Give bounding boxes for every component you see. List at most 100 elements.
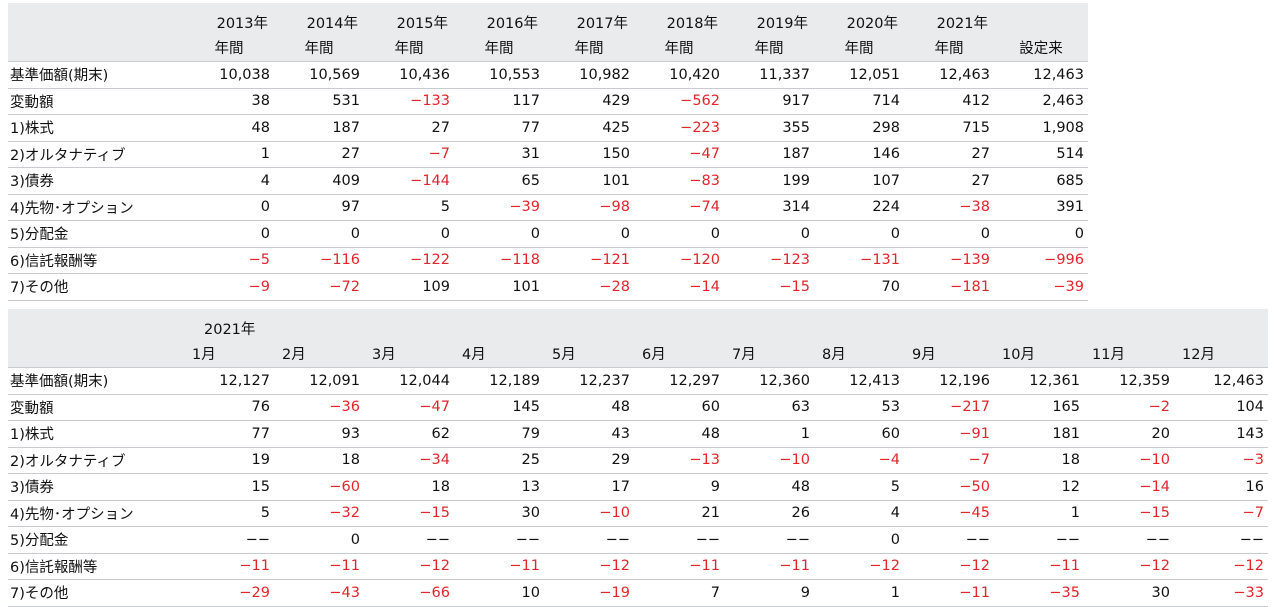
value-cell: 143 — [1174, 420, 1268, 448]
value-cell: 165 — [994, 394, 1084, 421]
value-cell: 60 — [634, 394, 724, 421]
value-cell: −15 — [364, 500, 454, 527]
value-cell: 10,436 — [364, 61, 454, 89]
value-cell: 12,237 — [544, 367, 634, 395]
value-cell: 26 — [724, 500, 814, 527]
annual-period-header: 年間 — [364, 34, 454, 62]
value-cell: −12 — [1174, 553, 1268, 580]
row-label: 変動額 — [8, 394, 184, 421]
row-label: 変動額 — [8, 88, 184, 115]
annual-period-header: 年間 — [544, 34, 634, 62]
value-cell: 27 — [904, 141, 994, 168]
monthly-year-header-row: 2021年 — [8, 309, 1268, 340]
value-cell: 146 — [814, 141, 904, 168]
value-cell: −14 — [634, 273, 724, 301]
value-cell: −19 — [544, 579, 634, 607]
value-cell: 12 — [994, 473, 1084, 501]
value-cell: −7 — [904, 447, 994, 474]
value-cell: −38 — [904, 194, 994, 221]
value-cell: −10 — [544, 500, 634, 527]
value-cell: 9 — [634, 473, 724, 501]
value-cell: −11 — [994, 553, 1084, 580]
value-cell: −217 — [904, 394, 994, 421]
annual-period-header: 年間 — [904, 34, 994, 62]
value-cell: −11 — [274, 553, 364, 580]
value-cell: −− — [634, 526, 724, 554]
value-cell: −− — [724, 526, 814, 554]
month-header: 1月 — [184, 340, 274, 368]
month-header: 9月 — [904, 340, 994, 368]
value-cell: 76 — [184, 394, 274, 421]
value-cell: 12,127 — [184, 367, 274, 395]
value-cell: −29 — [184, 579, 274, 607]
table-row: 5)分配金 0 0 0 0 0 0 0 0 0 0 — [8, 220, 1088, 248]
table-row: 1)株式 77 93 62 79 43 48 1 60 −91 181 20 143 — [8, 420, 1268, 448]
row-label: 4)先物･オプション — [8, 194, 184, 221]
value-cell: 12,463 — [994, 61, 1088, 89]
value-cell: −11 — [724, 553, 814, 580]
value-cell: −15 — [1084, 500, 1174, 527]
value-cell: 0 — [184, 194, 274, 221]
month-header: 5月 — [544, 340, 634, 368]
annual-table-body: 基準価額(期末) 10,038 10,569 10,436 10,553 10,982 10… — [8, 61, 1088, 301]
value-cell: 425 — [544, 114, 634, 142]
row-label: 2)オルタナティブ — [8, 141, 184, 168]
value-cell: 409 — [274, 167, 364, 195]
row-label: 1)株式 — [8, 114, 184, 142]
value-cell: −− — [1174, 526, 1268, 554]
value-cell: 101 — [544, 167, 634, 195]
value-cell: 1 — [994, 500, 1084, 527]
value-cell: 1,908 — [994, 114, 1088, 142]
annual-period-header: 設定来 — [994, 34, 1088, 62]
value-cell: −28 — [544, 273, 634, 301]
value-cell: −60 — [274, 473, 364, 501]
value-cell: 0 — [724, 220, 814, 248]
value-cell: 21 — [634, 500, 724, 527]
value-cell: −47 — [364, 394, 454, 421]
value-cell: 531 — [274, 88, 364, 115]
annual-period-header: 年間 — [724, 34, 814, 62]
value-cell: 0 — [544, 220, 634, 248]
row-label: 1)株式 — [8, 420, 184, 448]
row-label: 2)オルタナティブ — [8, 447, 184, 474]
value-cell: 101 — [454, 273, 544, 301]
value-cell: −32 — [274, 500, 364, 527]
value-cell: 18 — [364, 473, 454, 501]
value-cell: −36 — [274, 394, 364, 421]
value-cell: 0 — [184, 220, 274, 248]
value-cell: −562 — [634, 88, 724, 115]
value-cell: −66 — [364, 579, 454, 607]
annual-year-header — [994, 3, 1088, 34]
month-header: 2月 — [274, 340, 364, 368]
value-cell: −− — [364, 526, 454, 554]
row-label: 6)信託報酬等 — [8, 247, 184, 274]
value-cell: −91 — [904, 420, 994, 448]
row-label: 基準価額(期末) — [8, 367, 184, 395]
value-cell: 48 — [634, 420, 724, 448]
table-row: 6)信託報酬等 −11 −11 −12 −11 −12 −11 −11 −12 −12 −11 −12… — [8, 553, 1268, 580]
header-corner — [8, 34, 184, 62]
value-cell: −50 — [904, 473, 994, 501]
annual-breakdown-table: 2013年 2014年 2015年 2016年 2017年 2018年 2019年 2020年… — [8, 3, 1088, 301]
value-cell: 0 — [814, 220, 904, 248]
value-cell: −223 — [634, 114, 724, 142]
annual-year-header: 2015年 — [364, 3, 454, 34]
value-cell: 12,196 — [904, 367, 994, 395]
value-cell: 63 — [724, 394, 814, 421]
month-header: 7月 — [724, 340, 814, 368]
value-cell: 12,463 — [904, 61, 994, 89]
table-row: 3)債券 4 409 −144 65 101 −83 199 107 27 685 — [8, 167, 1088, 195]
value-cell: 10,420 — [634, 61, 724, 89]
row-label: 5)分配金 — [8, 526, 184, 554]
value-cell: −144 — [364, 167, 454, 195]
value-cell: −45 — [904, 500, 994, 527]
value-cell: −35 — [994, 579, 1084, 607]
value-cell: 93 — [274, 420, 364, 448]
value-cell: 0 — [904, 220, 994, 248]
value-cell: 104 — [1174, 394, 1268, 421]
value-cell: −47 — [634, 141, 724, 168]
value-cell: 917 — [724, 88, 814, 115]
value-cell: 314 — [724, 194, 814, 221]
value-cell: 12,463 — [1174, 367, 1268, 395]
value-cell: 514 — [994, 141, 1088, 168]
